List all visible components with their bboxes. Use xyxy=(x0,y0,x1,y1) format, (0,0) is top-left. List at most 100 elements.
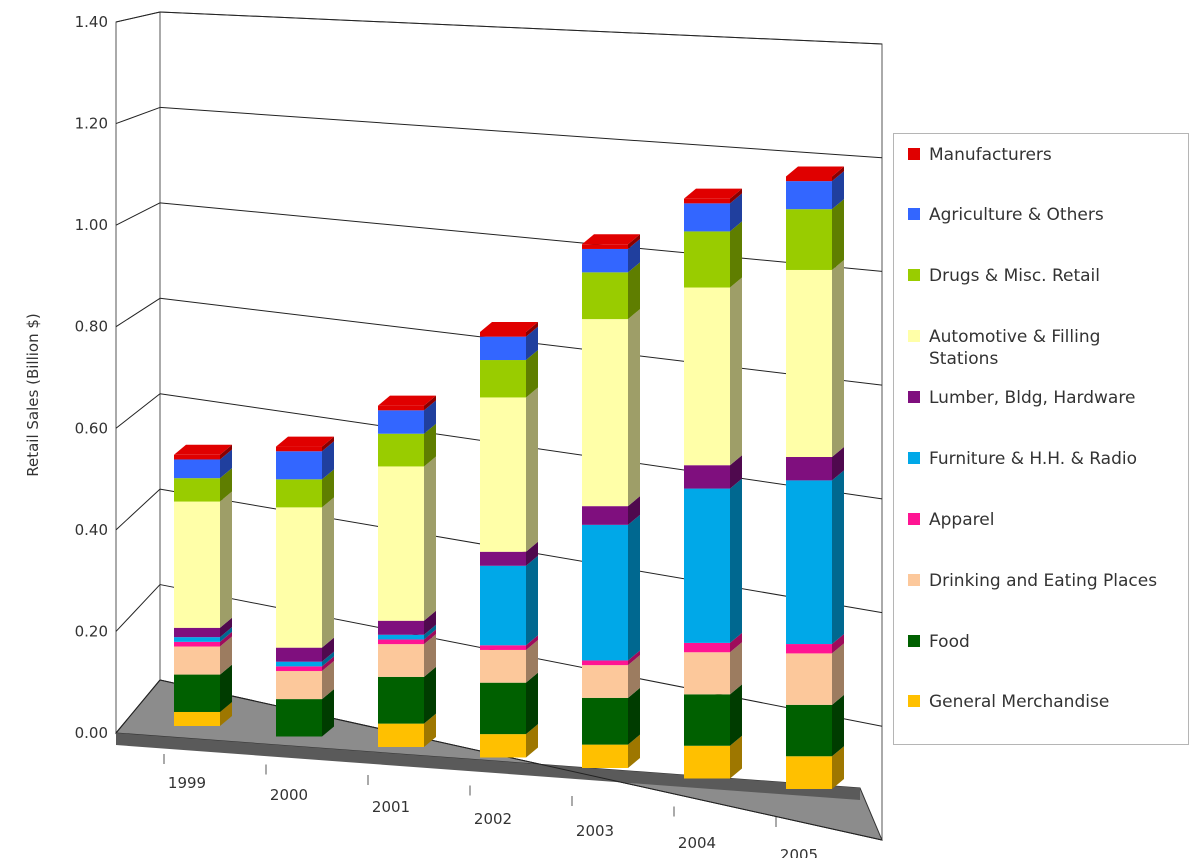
bar-segment xyxy=(378,676,424,724)
bar-segment-side xyxy=(628,650,640,666)
bar-segment xyxy=(582,319,628,507)
y-tick-label: 0.40 xyxy=(75,521,108,539)
bar-2002 xyxy=(480,321,538,758)
bar-segment xyxy=(174,641,220,647)
bar-segment xyxy=(480,734,526,758)
bar-segment xyxy=(378,639,424,645)
bar-segment-side xyxy=(526,350,538,398)
bar-1999 xyxy=(174,444,232,726)
bar-segment-side xyxy=(526,672,538,735)
legend-item-furniture: Furniture & H.H. & Radio xyxy=(908,448,1179,470)
legend-label: Lumber, Bldg, Hardware xyxy=(929,388,1136,408)
legend-label: Manufacturers xyxy=(929,145,1052,165)
bar-2003 xyxy=(582,234,640,768)
bar-segment-side xyxy=(322,436,334,452)
bar-segment xyxy=(174,637,220,642)
bar-segment-side xyxy=(220,701,232,726)
bar-segment xyxy=(582,248,628,273)
bar-segment xyxy=(786,176,832,182)
x-tick-label: 2004 xyxy=(678,834,716,852)
legend-swatch xyxy=(908,513,920,525)
bar-segment-side xyxy=(730,642,742,695)
bar-segment xyxy=(480,360,526,398)
x-axis-ticks: 1999 2000 2001 2002 2003 2004 2005 xyxy=(163,754,818,858)
bar-top-face xyxy=(276,436,334,447)
bar-segment xyxy=(786,756,832,789)
x-tick-label: 2002 xyxy=(474,810,512,828)
x-tick-label: 1999 xyxy=(168,774,206,792)
gridline-side xyxy=(115,679,161,734)
gridline-side xyxy=(115,393,161,429)
bar-segment-side xyxy=(424,624,436,640)
bar-segment-side xyxy=(730,221,742,288)
bar-segment-side xyxy=(628,309,640,507)
gridline-side xyxy=(115,106,161,125)
bar-segment-side xyxy=(424,713,436,747)
bar-segment xyxy=(684,642,730,653)
bar-segment-side xyxy=(526,541,538,566)
bar-segment-side xyxy=(628,238,640,273)
gridline-side xyxy=(115,297,161,328)
bar-segment xyxy=(174,454,220,460)
bar-2000 xyxy=(276,436,334,737)
bar-segment-side xyxy=(730,277,742,466)
bar-segment xyxy=(480,331,526,337)
bar-segment-side xyxy=(730,455,742,489)
x-tick-label: 2005 xyxy=(780,846,818,858)
bar-segment xyxy=(480,397,526,552)
bar-segment xyxy=(786,269,832,458)
gridline-side xyxy=(115,11,161,23)
bar-segment-side xyxy=(322,656,334,672)
bar-segment xyxy=(480,565,526,646)
bar-segment xyxy=(582,697,628,745)
bar-segment-side xyxy=(832,643,844,705)
bar-segment-side xyxy=(730,193,742,232)
bar-top-face xyxy=(378,395,436,406)
bar-segment-side xyxy=(322,469,334,508)
legend-item-lumber: Lumber, Bldg, Hardware xyxy=(908,387,1179,409)
legend-swatch xyxy=(908,695,920,707)
legend-label: Drinking and Eating Places xyxy=(929,571,1158,591)
bar-segment-side xyxy=(628,687,640,745)
x-tick-label: 2000 xyxy=(270,786,308,804)
bar-segment xyxy=(378,634,424,640)
bar-segment xyxy=(276,451,322,480)
bar-2001 xyxy=(378,395,436,747)
legend-swatch xyxy=(908,269,920,281)
bar-segment xyxy=(378,466,424,621)
legend-item-drugs: Drugs & Misc. Retail xyxy=(908,265,1179,287)
legend-item-general-merchandise: General Merchandise xyxy=(908,691,1179,713)
bar-segment-side xyxy=(424,456,436,621)
bar-2005 xyxy=(786,166,844,789)
bar-segment-side xyxy=(526,326,538,361)
bar-segment xyxy=(582,744,628,768)
bar-2004 xyxy=(684,188,742,779)
bar-segment xyxy=(480,682,526,735)
bar-segment-side xyxy=(526,387,538,552)
legend-item-drinking-eating: Drinking and Eating Places xyxy=(908,570,1179,592)
bar-segment xyxy=(582,660,628,666)
bar-segment-side xyxy=(730,684,742,746)
bar-segment xyxy=(480,649,526,683)
y-axis-title: Retail Sales (Billion $) xyxy=(24,313,42,477)
bar-segment xyxy=(378,410,424,434)
bar-segment xyxy=(684,203,730,232)
bar-segment-side xyxy=(628,262,640,320)
bar-segment xyxy=(378,405,424,411)
gridline-side xyxy=(115,488,161,531)
bar-segment-side xyxy=(424,610,436,635)
bar-segment xyxy=(174,627,220,638)
bar-segment xyxy=(174,478,220,502)
y-axis-ticks: 0.00 0.20 0.40 0.60 0.80 1.00 1.20 1.40 xyxy=(75,13,108,742)
bar-segment-side xyxy=(220,468,232,502)
legend-swatch xyxy=(908,148,920,160)
bar-segment-side xyxy=(322,497,334,648)
bar-segment xyxy=(786,480,832,645)
legend-swatch xyxy=(908,452,920,464)
bar-top-face xyxy=(582,234,640,245)
legend-label: General Merchandise xyxy=(929,692,1110,712)
bar-segment-side xyxy=(832,634,844,654)
bar-segment-side xyxy=(628,734,640,768)
bar-segment xyxy=(174,459,220,479)
bar-segment xyxy=(276,666,322,672)
